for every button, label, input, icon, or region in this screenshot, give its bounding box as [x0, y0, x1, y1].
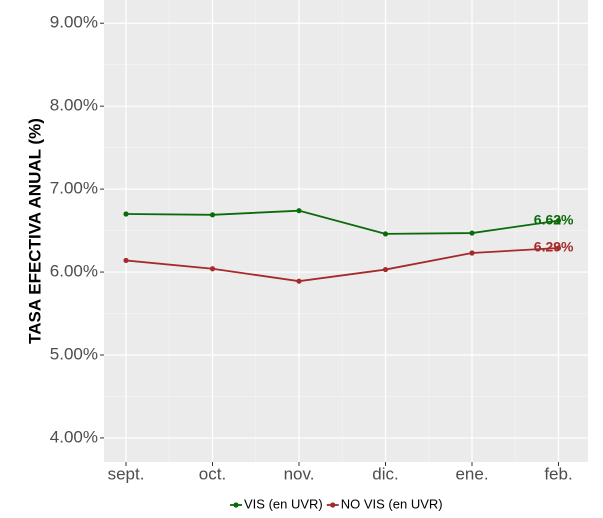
data-point: [555, 218, 562, 224]
data-label: 6.62%: [534, 211, 574, 227]
y-tick-label: 6.00%: [50, 262, 98, 281]
legend-label: NO VIS (en UVR): [341, 496, 443, 511]
series-line: [125, 209, 559, 235]
x-tick-label: oct.: [199, 464, 226, 483]
data-label: 6.29%: [534, 239, 574, 255]
data-point: [469, 250, 475, 256]
series-line: [125, 247, 559, 283]
x-tick-label: dic.: [372, 464, 398, 483]
data-point: [382, 231, 389, 237]
legend-key-point: [330, 502, 336, 508]
data-point: [209, 212, 216, 218]
y-tick-label: 4.00%: [50, 427, 98, 446]
y-tick-label: 8.00%: [50, 96, 98, 115]
x-tick-label: sept.: [108, 464, 145, 483]
y-tick-label: 7.00%: [50, 179, 98, 198]
data-point: [555, 245, 562, 251]
data-point: [469, 230, 475, 236]
data-point: [296, 278, 302, 284]
x-tick-label: nov.: [284, 464, 315, 483]
data-point: [209, 266, 216, 272]
y-tick-label: 5.00%: [50, 344, 98, 363]
y-tick-label: 9.00%: [50, 13, 98, 32]
legend-label: VIS (en UVR): [244, 496, 323, 511]
data-point: [382, 266, 389, 273]
data-point: [123, 211, 129, 217]
data-point: [296, 208, 302, 214]
data-point: [123, 257, 129, 264]
y-axis-label: TASA EFECTIVA ANUAL (%): [25, 118, 44, 344]
plot-panel: [104, 0, 588, 462]
x-tick-label: ene.: [455, 464, 488, 483]
legend-key-point: [233, 502, 239, 508]
x-tick-label: feb.: [544, 464, 572, 483]
